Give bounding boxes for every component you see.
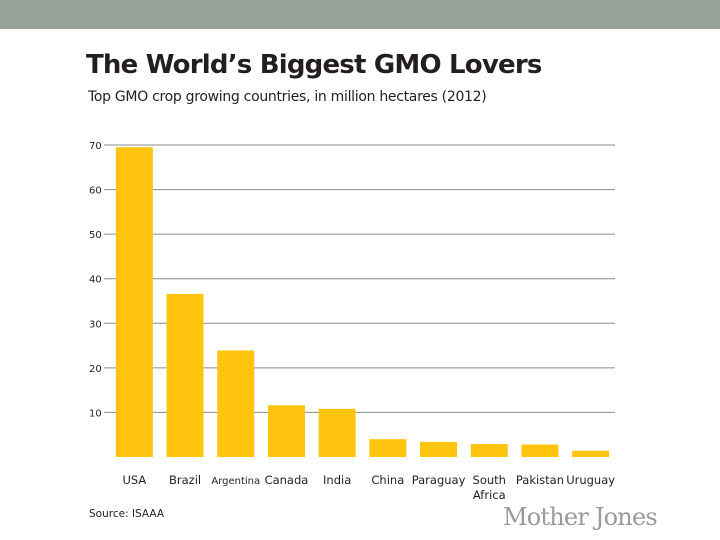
bar-canada	[267, 405, 305, 457]
y-tick-label-30: 30	[89, 319, 102, 330]
chart-subtitle: Top GMO crop growing countries, in milli…	[88, 89, 487, 105]
y-tick-label-10: 10	[89, 408, 102, 419]
bar-argentina	[217, 350, 255, 457]
bar-paraguay	[420, 441, 458, 457]
brand-logo: Mother Jones	[503, 503, 658, 531]
x-tick-label-canada: Canada	[265, 473, 309, 487]
x-tick-label-south-africa: South Africa	[473, 473, 506, 502]
top-bar	[0, 0, 720, 29]
chart-title: The World’s Biggest GMO Lovers	[86, 50, 542, 80]
bar-china	[369, 439, 407, 457]
y-tick-label-60: 60	[89, 186, 102, 197]
x-tick-label-usa: USA	[122, 473, 146, 487]
y-tick-label-70: 70	[89, 141, 102, 152]
x-tick-label-uruguay: Uruguay	[566, 473, 615, 487]
bar-brazil	[166, 293, 204, 457]
bar-pakistan	[521, 444, 559, 457]
x-tick-label-china: China	[371, 473, 404, 487]
x-axis-labels: USA Brazil Argentina Canada India China Paragu…	[122, 473, 615, 502]
y-tick-label-20: 20	[89, 364, 102, 375]
source-note: Source: ISAAA	[89, 508, 165, 520]
x-tick-label-india: India	[323, 473, 351, 487]
x-tick-label-paraguay: Paraguay	[412, 473, 466, 487]
x-tick-label-pakistan: Pakistan	[516, 473, 564, 487]
bar-south-africa	[470, 444, 508, 457]
bar-india	[318, 408, 356, 457]
bar-usa	[115, 147, 153, 457]
y-tick-label-40: 40	[89, 275, 102, 286]
x-tick-label-brazil: Brazil	[169, 473, 201, 487]
bars	[115, 147, 610, 457]
y-axis-ticks: 10 20 30 40 50 60 70	[89, 141, 102, 419]
bar-uruguay	[572, 450, 610, 457]
y-tick-label-50: 50	[89, 230, 102, 241]
x-tick-label-argentina: Argentina	[211, 476, 260, 487]
